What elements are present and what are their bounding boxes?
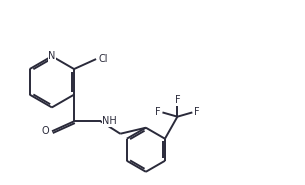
Text: Cl: Cl [99,54,109,64]
Text: O: O [41,126,49,136]
Text: N: N [48,51,56,61]
Text: F: F [194,107,200,117]
Text: F: F [174,95,180,105]
Text: NH: NH [102,116,117,126]
Text: F: F [155,107,161,117]
